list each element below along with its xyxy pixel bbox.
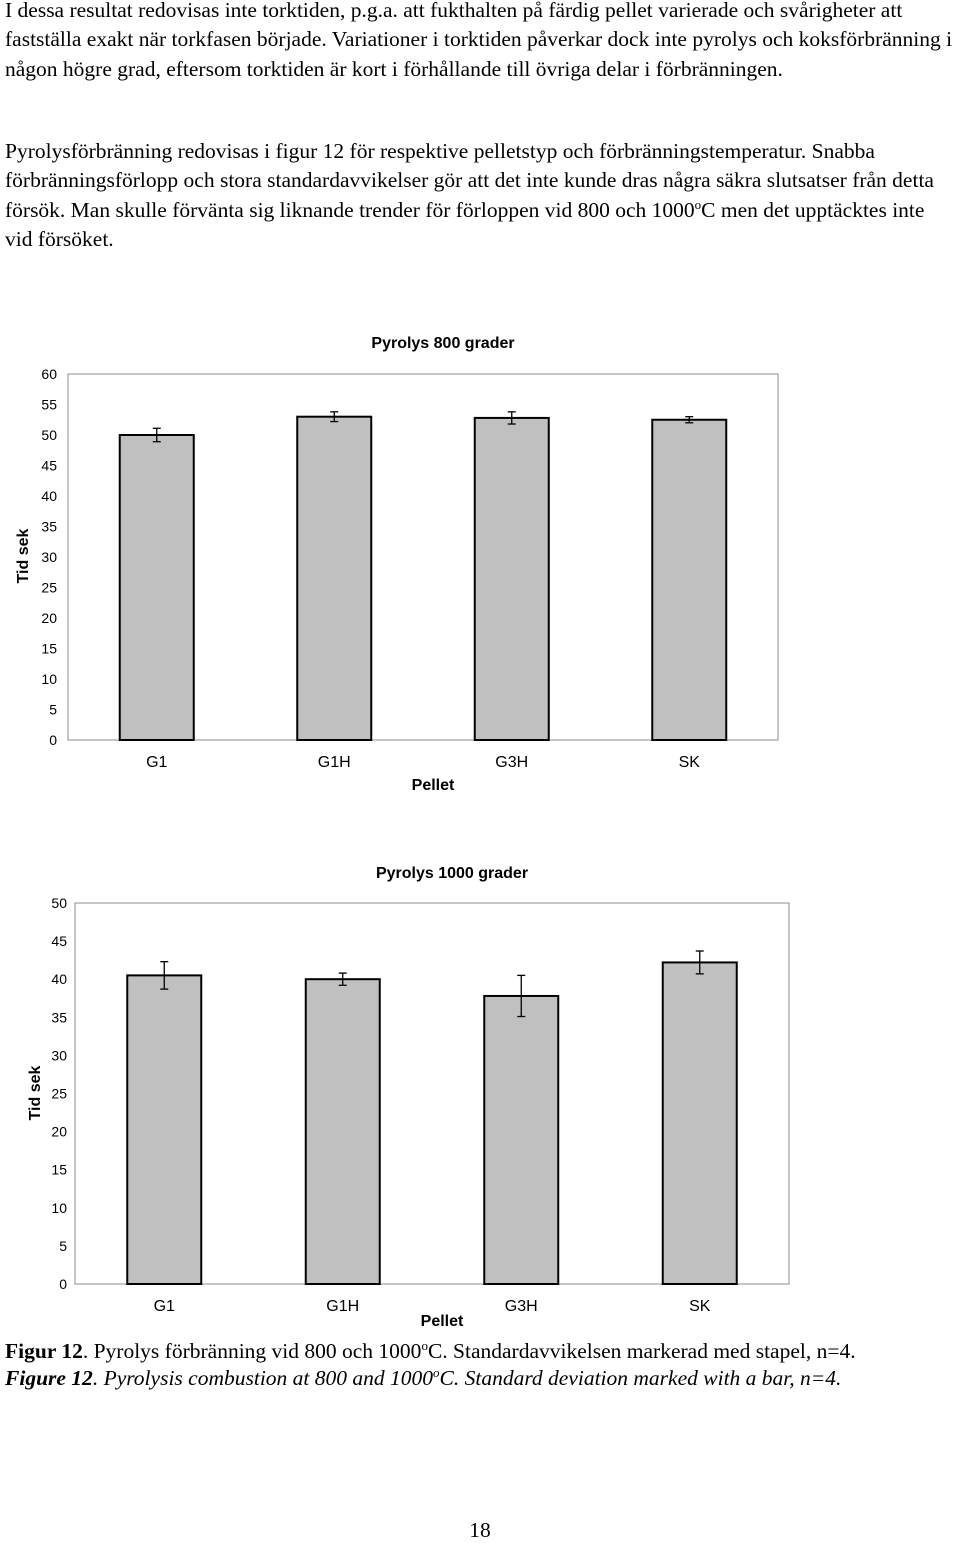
x-tick-label: G1 <box>146 754 167 771</box>
chart-title: Pyrolys 800 grader <box>371 335 514 352</box>
y-tick-label: 40 <box>41 488 57 504</box>
page-number: 18 <box>469 1518 491 1542</box>
bar-g3h <box>483 994 560 1286</box>
x-tick-label: SK <box>679 754 701 771</box>
y-tick-label: 40 <box>51 971 67 987</box>
y-axis-label: Tid sek <box>15 528 32 583</box>
y-tick-label: 10 <box>41 671 57 687</box>
y-tick-label: 30 <box>51 1047 67 1063</box>
y-tick-label: 20 <box>41 610 57 626</box>
caption-text: . Pyrolysis combustion at 800 and 1000 <box>92 1366 434 1390</box>
y-tick-label: 15 <box>51 1162 67 1178</box>
plot-area <box>74 902 790 1285</box>
caption-text-end: C. Standard deviation marked with a bar,… <box>439 1366 842 1390</box>
degree-superscript: o <box>433 1365 440 1380</box>
caption-label: Figure 12 <box>5 1366 93 1390</box>
x-tick-label: G1H <box>318 754 351 771</box>
chart-pyrolys-800: Pyrolys 800 grader 0 5 10 15 20 25 30 35 40 45 50 55… <box>15 335 779 794</box>
paragraph-text: I dessa resultat redovisas inte torktide… <box>5 0 953 81</box>
caption-english: Figure 12. Pyrolysis combustion at 800 a… <box>5 1365 955 1392</box>
y-tick-label: 5 <box>59 1238 67 1254</box>
bar-g3h <box>473 416 550 741</box>
y-tick-label: 5 <box>49 702 57 718</box>
caption-text: . Pyrolys förbränning vid 800 och 1000 <box>82 1339 422 1363</box>
bar-g1 <box>126 974 203 1285</box>
y-tick-label: 30 <box>41 549 57 565</box>
plot-area <box>67 373 779 741</box>
caption-text-end: C. Standardavvikelsen markerad med stape… <box>427 1339 856 1363</box>
y-tick-label: 55 <box>41 397 57 413</box>
bar-g1h <box>304 978 381 1285</box>
paragraph-drying-time: I dessa resultat redovisas inte torktide… <box>5 0 955 84</box>
bar-sk <box>661 961 738 1285</box>
degree-superscript: o <box>421 1338 428 1353</box>
x-axis-label: Pellet <box>421 1313 464 1330</box>
bar-g1 <box>118 434 195 741</box>
y-tick-label: 50 <box>51 895 67 911</box>
caption-swedish: Figur 12. Pyrolys förbränning vid 800 oc… <box>5 1338 955 1365</box>
y-tick-label: 45 <box>51 933 67 949</box>
bar-g1h <box>296 415 373 741</box>
caption-label: Figur 12 <box>5 1339 83 1363</box>
paragraph-pyrolysis: Pyrolysförbränning redovisas i figur 12 … <box>5 137 955 254</box>
y-tick-label: 60 <box>41 366 57 382</box>
x-tick-label: SK <box>689 1298 711 1315</box>
y-tick-label: 20 <box>51 1124 67 1140</box>
y-tick-label: 0 <box>59 1276 67 1292</box>
paragraph-text: Pyrolysförbränning redovisas i figur 12 … <box>5 139 934 222</box>
x-tick-label: G3H <box>505 1298 538 1315</box>
figure-caption: Figur 12. Pyrolys förbränning vid 800 oc… <box>5 1338 955 1392</box>
y-axis-label: Tid sek <box>27 1065 44 1120</box>
degree-superscript: o <box>694 196 702 212</box>
y-tick-label: 35 <box>41 519 57 535</box>
x-tick-label: G3H <box>495 754 528 771</box>
chart-title: Pyrolys 1000 grader <box>376 865 528 882</box>
y-tick-label: 45 <box>41 458 57 474</box>
x-tick-label: G1 <box>154 1298 175 1315</box>
x-tick-label: G1H <box>326 1298 359 1315</box>
y-tick-label: 10 <box>51 1200 67 1216</box>
x-axis-label: Pellet <box>412 777 455 794</box>
y-tick-label: 50 <box>41 427 57 443</box>
paragraph-text-end: C men det upptäcktes inte vid försöket. <box>5 197 925 251</box>
y-tick-label: 15 <box>41 641 57 657</box>
bar-sk <box>651 418 728 741</box>
y-tick-label: 35 <box>51 1009 67 1025</box>
y-tick-label: 25 <box>51 1086 67 1102</box>
y-tick-label: 25 <box>41 580 57 596</box>
y-tick-label: 0 <box>49 732 57 748</box>
chart-pyrolys-1000: Pyrolys 1000 grader 0 5 10 15 20 25 30 35 40 45 50 T… <box>27 865 790 1330</box>
